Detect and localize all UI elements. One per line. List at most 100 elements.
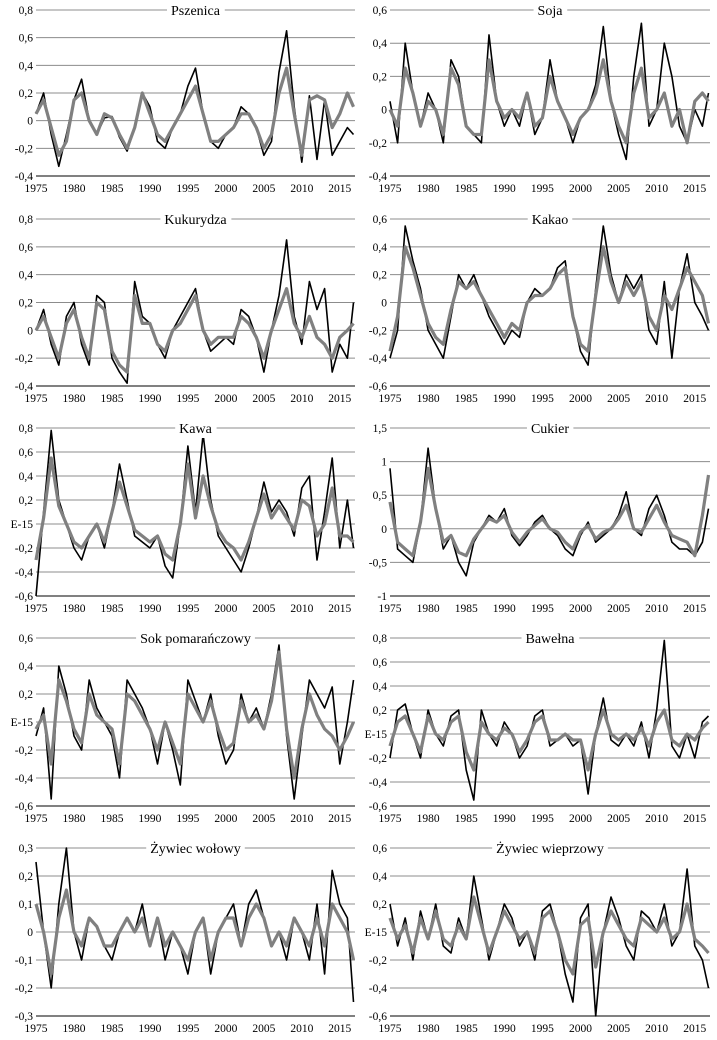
panel-8-xtick-label: 1985 <box>455 813 478 825</box>
panel-2-xtick-label: 1975 <box>379 183 402 195</box>
panel-9-title: Żywiec wołowy <box>150 841 241 857</box>
panel-10-ytick-label: 0,4 <box>373 871 388 883</box>
panel-4-xtick-label: 2015 <box>683 393 706 405</box>
panel-7-xtick-label: 2015 <box>328 813 351 825</box>
panel-2-xtick-label: 1990 <box>493 183 516 195</box>
panel-10-ytick-label: 0,2 <box>373 899 388 911</box>
panel-8-title-background <box>521 631 580 648</box>
panel-5-ytick-label: -0,4 <box>15 567 33 579</box>
panel-5-ytick-label: 0,2 <box>19 495 34 507</box>
panel-10-smoothed-series-line <box>388 895 710 976</box>
panel-5-ytick-label: E-15 <box>11 519 34 531</box>
panel-4-xtick-label: 2000 <box>569 393 592 405</box>
panel-3-ytick-label: -0,2 <box>15 353 33 365</box>
panel-3-ytick-label: 0,8 <box>19 214 34 226</box>
panel-7-xtick-label: 1990 <box>138 813 161 825</box>
panel-9-xtick-label: 1985 <box>100 1023 123 1035</box>
panel-8-ytick-label: 0,8 <box>373 633 388 645</box>
panel-2-ytick-label: -0,2 <box>369 138 387 150</box>
panel-9-raw-series-line <box>35 847 355 1003</box>
panel-5-xtick-label: 2000 <box>214 603 237 615</box>
panel-5-xtick-label: 1975 <box>25 603 48 615</box>
panel-1-ytick-label: -0,2 <box>15 143 33 155</box>
panel-5-xtick-label: 1980 <box>62 603 85 615</box>
panel-1-smoothed-series-line <box>34 66 355 157</box>
panel-1-xtick-label: 1975 <box>25 183 48 195</box>
panel-8-xtick-label: 1990 <box>493 813 516 825</box>
panel-10-ytick-label: -0,6 <box>369 1011 387 1023</box>
panel-4-xtick-label: 1985 <box>455 393 478 405</box>
panel-2-ytick-label: 0,2 <box>373 71 388 83</box>
panel-2-ytick-label: 0,6 <box>373 5 388 17</box>
panel-2-ytick-label: 0,4 <box>373 38 388 50</box>
panel-9-xtick-label: 1990 <box>138 1023 161 1035</box>
panel-10-xtick-label: 2005 <box>607 1023 630 1035</box>
panel-5-title: Kawa <box>179 422 212 437</box>
panel-3-ytick-label: 0 <box>27 325 33 337</box>
panel-7-title: Sok pomarańczowy <box>140 632 251 647</box>
panel-2-xtick-label: 1980 <box>417 183 440 195</box>
panel-8-xtick-label: 1980 <box>417 813 440 825</box>
panel-6-ytick-label: 0 <box>381 524 387 536</box>
panel-9-xtick-label: 1975 <box>25 1023 48 1035</box>
panel-6-xtick-label: 2010 <box>645 603 668 615</box>
panel-10-xtick-label: 1980 <box>417 1023 440 1035</box>
panel-6-ytick-label: 1,5 <box>373 423 388 435</box>
panel-8-ytick-label: -0,6 <box>369 801 387 813</box>
panel-8-ytick-label: 0,6 <box>373 657 388 669</box>
panel-6-xtick-label: 2000 <box>569 603 592 615</box>
panel-7-ytick-label: 0,4 <box>19 661 34 673</box>
panel-7-xtick-label: 1975 <box>25 813 48 825</box>
panel-10-ytick-label: 0,6 <box>373 843 388 855</box>
panel-4-xtick-label: 1975 <box>379 393 402 405</box>
panel-7-xtick-label: 2000 <box>214 813 237 825</box>
panel-3-xtick-label: 1990 <box>138 393 161 405</box>
panel-1-ytick-label: -0,4 <box>15 171 33 183</box>
panel-4-xtick-label: 1980 <box>417 393 440 405</box>
panel-9-ytick-label: -0,3 <box>15 1011 33 1023</box>
panel-10-xtick-label: 1985 <box>455 1023 478 1035</box>
panel-10-raw-series-line <box>389 868 710 1017</box>
panel-8-ytick-label: 0,4 <box>373 681 388 693</box>
panel-8-ytick-label: -0,4 <box>369 777 387 789</box>
panel-10-ytick-label: -0,4 <box>369 983 387 995</box>
panel-1-xtick-label: 1980 <box>62 183 85 195</box>
panel-4-xtick-label: 2005 <box>607 393 630 405</box>
panel-7-ytick-label: -0,6 <box>15 801 33 813</box>
panel-4-xtick-label: 2010 <box>645 393 668 405</box>
panel-4-ytick-label: 0,2 <box>373 270 388 282</box>
panel-3-xtick-label: 2005 <box>252 393 275 405</box>
panel-7-xtick-label: 2005 <box>252 813 275 825</box>
panel-10-xtick-label: 1995 <box>531 1023 554 1035</box>
panel-4-ytick-label: 0,4 <box>373 242 388 254</box>
panel-3-ytick-label: -0,4 <box>15 381 33 393</box>
panel-5-ytick-label: 0,8 <box>19 423 34 435</box>
panel-10-ytick-label: -0,2 <box>369 955 387 967</box>
panel-8-ytick-label: 0,2 <box>373 705 388 717</box>
panel-10-xtick-label: 1975 <box>379 1023 402 1035</box>
panel-1-xtick-label: 2005 <box>252 183 275 195</box>
panel-1-ytick-label: 0 <box>27 116 33 128</box>
panel-10-title: Żywiec wieprzowy <box>496 841 604 857</box>
panel-3-ytick-label: 0,4 <box>19 270 34 282</box>
panel-4-ytick-label: -0,4 <box>369 353 387 365</box>
panel-2-xtick-label: 1995 <box>531 183 554 195</box>
panel-5-xtick-label: 1995 <box>176 603 199 615</box>
panel-2-title: Soja <box>538 4 564 19</box>
panel-7-ytick-label: 0,6 <box>19 633 34 645</box>
panel-1-xtick-label: 1985 <box>100 183 123 195</box>
panel-5-xtick-label: 2015 <box>328 603 351 615</box>
panel-4-ytick-label: 0,6 <box>373 214 388 226</box>
panel-4-ytick-label: 0 <box>381 298 387 310</box>
panel-9-ytick-label: 0,1 <box>19 899 34 911</box>
panel-6-xtick-label: 1980 <box>417 603 440 615</box>
panel-7-ytick-label: -0,4 <box>15 773 33 785</box>
panel-3-ytick-label: 0,6 <box>19 242 34 254</box>
panel-5-ytick-label: -0,2 <box>15 543 33 555</box>
